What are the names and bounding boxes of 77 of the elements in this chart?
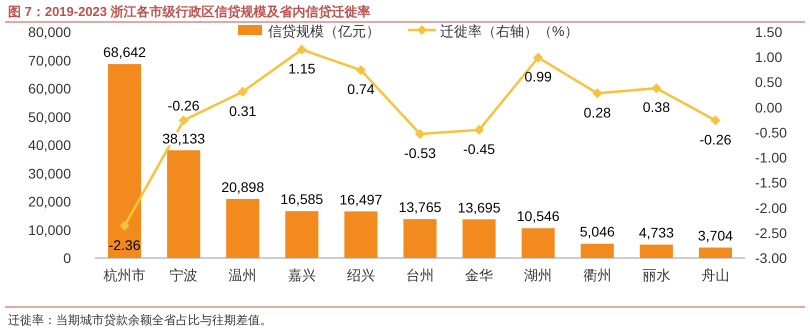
text: 迁徙率：当期城市贷款余额全省占比与往期差值。 [8, 313, 272, 327]
chart-title: 图 7：2019-2023 浙江各市级行政区信贷规模及省内信贷迁徙率 [8, 4, 371, 19]
y2-tick-label: 1.00 [755, 49, 782, 66]
point [651, 83, 662, 94]
y-tick-label: 50,000 [28, 108, 72, 125]
data-label: 3,704 [698, 228, 734, 244]
bar [226, 198, 260, 258]
bar [344, 211, 378, 258]
data-label: 10,546 [516, 208, 560, 224]
point [120, 220, 130, 231]
point [296, 44, 307, 55]
y2-tick-label: 1.50 [755, 24, 782, 40]
x-tick-label: 衢州 [583, 267, 612, 283]
data-label: 68,642 [103, 44, 146, 60]
data-label: 5,046 [580, 224, 615, 240]
data-label: 0.28 [584, 104, 612, 120]
bar [108, 64, 142, 258]
x-tick-label: 杭州市 [102, 267, 146, 283]
y-tick-label: 30,000 [28, 165, 72, 182]
y-tick-label: 80,000 [28, 24, 72, 40]
point [592, 88, 602, 98]
data-label: 16,585 [280, 191, 324, 208]
data-label: -0.53 [404, 144, 436, 161]
data-label: 4,733 [638, 224, 674, 241]
point [533, 52, 544, 63]
data-label: 0.74 [347, 81, 375, 98]
y-tick-label: 70,000 [28, 52, 72, 68]
data-label: -0.45 [463, 140, 496, 157]
data-label: 1.15 [288, 60, 316, 77]
point [710, 115, 720, 126]
bar [167, 150, 200, 258]
x-tick-label: 舟山 [701, 267, 730, 283]
data-label: -0.26 [699, 131, 732, 148]
bar [580, 244, 614, 258]
point [238, 86, 248, 97]
legend-label: 迁徙率（右轴）（%） [440, 23, 578, 39]
x-tick-label: 绍兴 [346, 267, 375, 283]
point [356, 65, 366, 76]
point [178, 115, 189, 126]
x-tick-label: 台州 [406, 267, 434, 283]
data-label: 13,765 [398, 199, 442, 216]
y2-tick-label: 0.00 [755, 99, 782, 116]
y2-tick-label: -2.50 [755, 224, 788, 241]
x-tick-label: 温州 [228, 267, 257, 283]
y-tick-label: 60,000 [28, 80, 72, 96]
y2-tick-label: -1.50 [755, 174, 788, 191]
y-tick-label: 40,000 [28, 137, 72, 153]
y-tick-label: 0 [63, 250, 72, 266]
data-label: 20,898 [221, 178, 264, 195]
legend-label: 信贷规模（亿元） [268, 23, 380, 39]
x-tick-label: 丽水 [642, 267, 670, 283]
x-tick-label: 湖州 [524, 267, 552, 283]
y2-tick-label: -0.50 [755, 124, 788, 140]
point [415, 128, 425, 139]
data-label: 16,497 [339, 191, 383, 208]
data-label: 13,695 [458, 199, 501, 216]
x-tick-label: 嘉兴 [288, 267, 316, 283]
y2-tick-label: -3.00 [755, 250, 788, 266]
bar [698, 248, 732, 258]
data-label: 0.99 [524, 68, 552, 85]
data-label: 0.38 [642, 99, 670, 116]
y2-tick-label: 0.50 [755, 74, 782, 90]
y-tick-label: 10,000 [28, 222, 72, 238]
y2-tick-label: -2.00 [755, 200, 788, 216]
bar [285, 211, 318, 258]
bar [403, 219, 437, 258]
y-tick-label: 20,000 [28, 194, 72, 210]
x-tick-label: 宁波 [170, 267, 198, 283]
y2-tick-label: -1.00 [755, 150, 788, 166]
x-tick-label: 金华 [465, 267, 494, 283]
data-label: -0.26 [168, 97, 200, 114]
data-label: 0.31 [229, 102, 257, 119]
bar [462, 219, 496, 258]
point [474, 124, 484, 135]
bar [522, 228, 555, 258]
data-label: -2.36 [108, 236, 141, 253]
bar [640, 244, 673, 258]
